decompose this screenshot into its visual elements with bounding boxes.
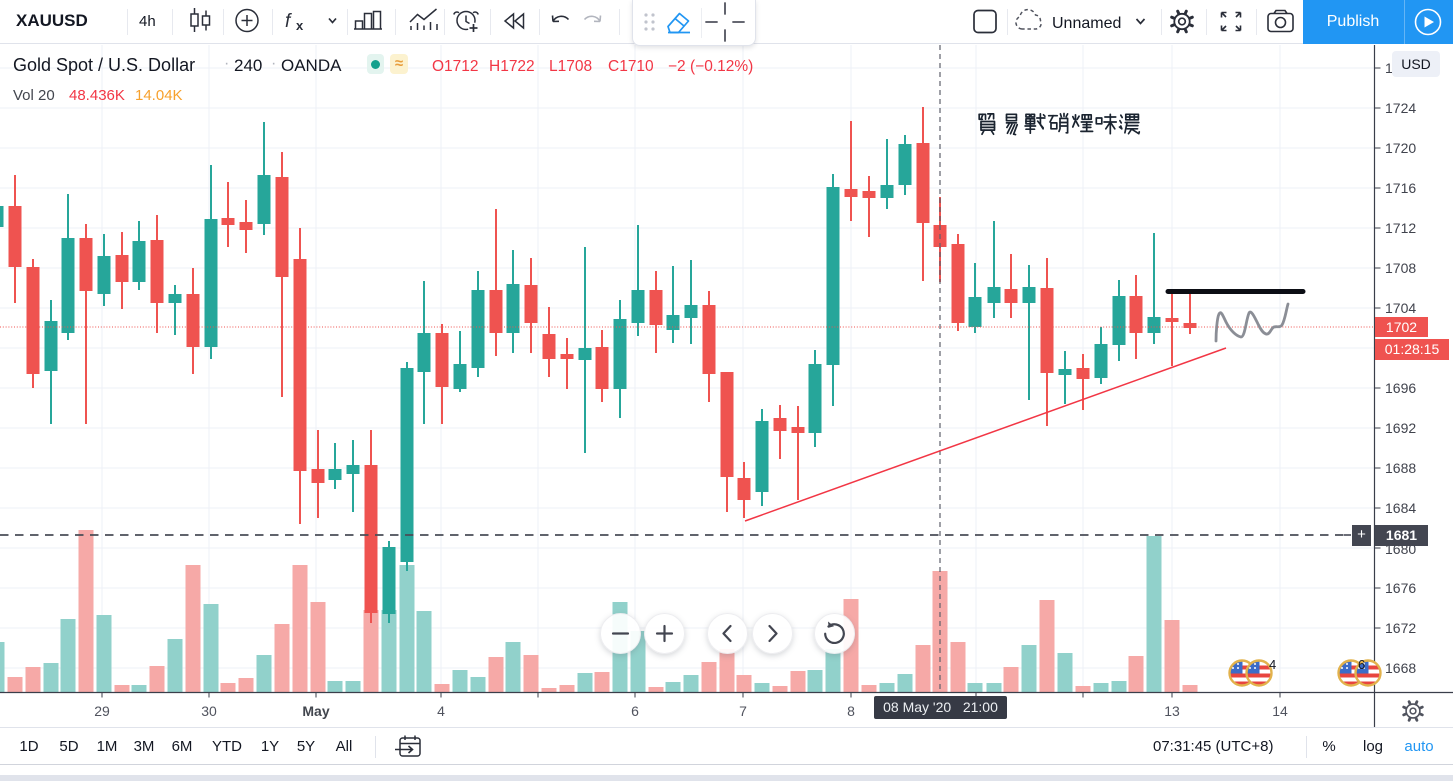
svg-text:4: 4 xyxy=(1269,657,1276,672)
svg-text:Unnamed: Unnamed xyxy=(1052,15,1121,32)
svg-text:f: f xyxy=(285,11,292,32)
svg-text:x: x xyxy=(296,18,304,33)
svg-text:6: 6 xyxy=(1358,657,1365,672)
